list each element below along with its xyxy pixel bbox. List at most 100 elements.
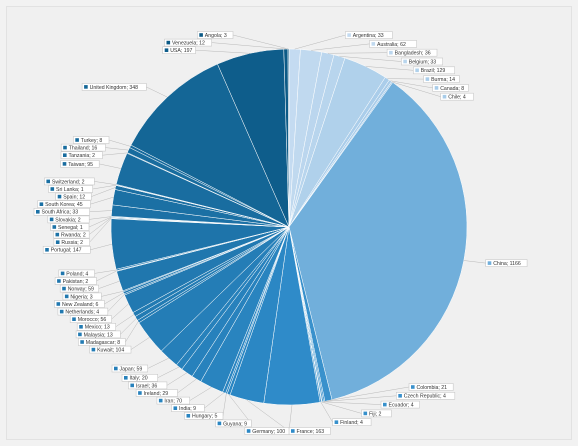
label-usa: USA; 197 bbox=[162, 46, 250, 54]
leader-line bbox=[101, 291, 124, 297]
leader-line bbox=[157, 366, 180, 379]
leader-line bbox=[195, 49, 250, 54]
label-portugal: Portugal; 147 bbox=[42, 243, 112, 254]
label-box bbox=[78, 338, 126, 346]
leader-line bbox=[228, 394, 252, 424]
label-south-africa: South Africa; 33 bbox=[33, 208, 112, 216]
label-box bbox=[380, 400, 420, 409]
leader-line bbox=[327, 52, 388, 54]
leader-line bbox=[232, 34, 289, 50]
label-guyana: Guyana; 9 bbox=[215, 394, 252, 427]
labels-layer: Argentina; 33 Australia; 62 Bangladesh; 36… bbox=[33, 31, 528, 435]
label-germany: Germany; 100 bbox=[244, 399, 290, 435]
leader-line bbox=[222, 393, 227, 416]
legend-swatch bbox=[84, 85, 88, 89]
legend-swatch bbox=[347, 33, 351, 37]
leader-line bbox=[96, 270, 117, 282]
chart-frame: Argentina; 33 Australia; 62 Bangladesh; 36… bbox=[6, 6, 572, 440]
label-china: China; 1166 bbox=[463, 259, 528, 267]
label-fiji: Fiji; 2 bbox=[321, 401, 392, 417]
label-hungary: Hungary; 5 bbox=[184, 393, 227, 420]
leader-line bbox=[177, 378, 197, 394]
data-label: Germany; 100 bbox=[252, 429, 285, 435]
label-canada: Canada; 8 bbox=[390, 80, 469, 92]
legend-swatch bbox=[55, 232, 60, 237]
label-israel: Israel; 36 bbox=[128, 372, 188, 390]
label-box bbox=[332, 418, 372, 427]
data-label: Malaysia; 13 bbox=[84, 332, 113, 338]
legend-swatch bbox=[442, 94, 447, 99]
legend-swatch bbox=[383, 402, 387, 407]
label-rwanda: Rwanda; 2 bbox=[53, 217, 112, 239]
leader-line bbox=[92, 184, 117, 190]
data-label: USA; 197 bbox=[170, 48, 192, 54]
legend-swatch bbox=[56, 302, 61, 306]
slices-layer bbox=[110, 48, 468, 406]
label-box bbox=[33, 208, 90, 216]
data-label: Turkey; 8 bbox=[81, 138, 103, 144]
legend-swatch bbox=[371, 42, 376, 46]
label-box bbox=[60, 160, 100, 168]
legend-swatch bbox=[166, 40, 171, 45]
leader-line bbox=[392, 81, 441, 97]
label-italy: Italy; 20 bbox=[121, 366, 180, 382]
leader-line bbox=[107, 294, 125, 312]
leader-line bbox=[322, 401, 382, 405]
data-label: Russia; 2 bbox=[61, 240, 83, 246]
pie-chart: Argentina; 33 Australia; 62 Bangladesh; 36… bbox=[33, 31, 528, 435]
label-box bbox=[59, 284, 100, 293]
leader-line bbox=[102, 152, 128, 156]
label-box bbox=[171, 404, 205, 413]
legend-swatch bbox=[217, 421, 222, 426]
label-madagascar: Madagascar; 8 bbox=[78, 321, 139, 346]
data-label: Poland; 4 bbox=[66, 271, 88, 277]
leader-line bbox=[88, 217, 112, 235]
leader-line bbox=[94, 269, 117, 274]
data-label: Burma; 14 bbox=[431, 77, 455, 83]
legend-swatch bbox=[164, 48, 169, 52]
label-taiwan: Taiwan; 95 bbox=[60, 160, 121, 169]
label-south-korea: South Korea; 45 bbox=[37, 196, 114, 208]
label-box bbox=[48, 185, 94, 193]
label-new-zealand: New Zealand; 6 bbox=[54, 292, 124, 308]
leader-line bbox=[105, 147, 129, 151]
legend-swatch bbox=[434, 86, 439, 90]
leader-line bbox=[89, 216, 112, 220]
legend-swatch bbox=[415, 68, 419, 73]
label-finland: Finland; 4 bbox=[320, 401, 372, 427]
data-label: Japan; 59 bbox=[120, 366, 143, 372]
data-label: Spain; 12 bbox=[63, 195, 85, 201]
label-box bbox=[395, 391, 456, 400]
slice-china[interactable] bbox=[288, 82, 468, 401]
data-label: Mexico; 13 bbox=[85, 325, 110, 331]
legend-swatch bbox=[75, 138, 79, 142]
label-box bbox=[400, 57, 443, 66]
label-box bbox=[485, 259, 528, 267]
leader-line bbox=[246, 399, 290, 432]
slice-united-kingdom[interactable] bbox=[130, 63, 290, 228]
leader-line bbox=[204, 392, 225, 409]
legend-swatch bbox=[79, 325, 83, 329]
data-label: Ireland; 29 bbox=[144, 391, 169, 397]
label-box bbox=[369, 40, 417, 48]
legend-swatch bbox=[138, 391, 142, 395]
legend-swatch bbox=[487, 261, 492, 265]
label-box bbox=[423, 75, 460, 83]
leader-line bbox=[328, 386, 410, 401]
leader-line bbox=[311, 43, 370, 51]
label-box bbox=[128, 381, 168, 390]
label-czech-republic: Czech Republic; 4 bbox=[324, 391, 456, 402]
label-ecuador: Ecuador; 4 bbox=[322, 400, 420, 409]
leader-line bbox=[189, 386, 212, 401]
legend-swatch bbox=[57, 194, 62, 199]
leader-line bbox=[104, 292, 124, 305]
label-box bbox=[53, 230, 90, 239]
label-box bbox=[60, 151, 103, 159]
label-iran: Iran; 70 bbox=[156, 386, 212, 405]
legend-swatch bbox=[130, 383, 134, 388]
data-label: Thailand; 16 bbox=[69, 146, 98, 152]
data-label: Guyana; 9 bbox=[223, 421, 247, 427]
label-box bbox=[244, 427, 290, 435]
leader-line bbox=[390, 80, 433, 89]
data-label: France; 163 bbox=[297, 429, 325, 435]
